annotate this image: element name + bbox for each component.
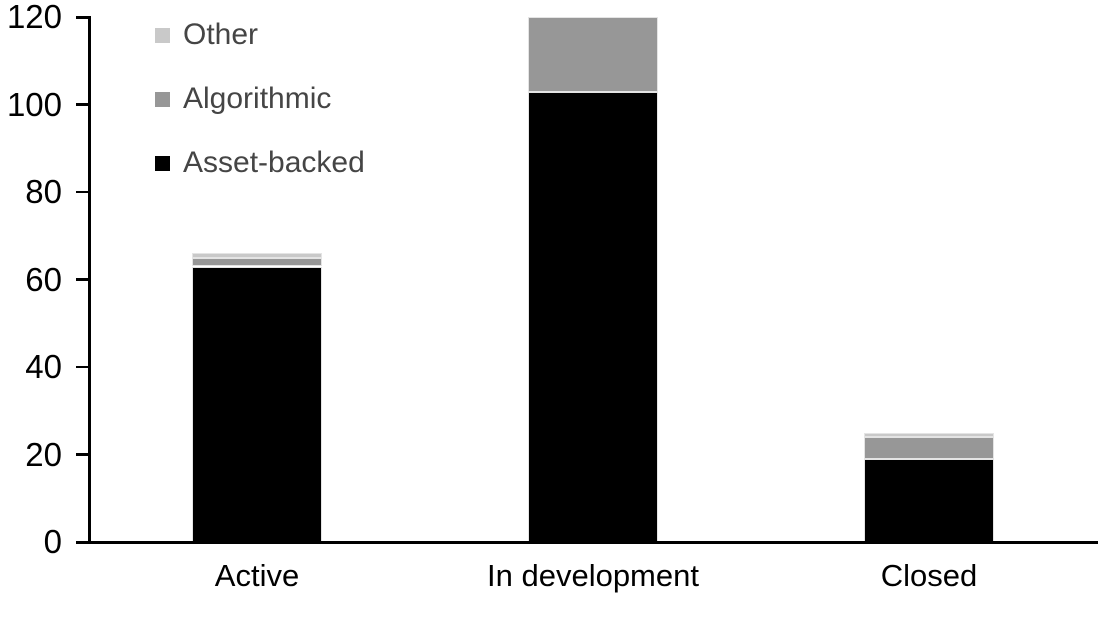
y-axis-tick-label: 60: [25, 260, 62, 298]
y-axis-tick: [76, 103, 89, 106]
y-axis-tick-label: 120: [6, 0, 62, 36]
bar-segment-asset-backed-closed: [864, 458, 994, 542]
x-axis-category-label: Active: [214, 558, 300, 593]
legend-swatch-icon: [155, 27, 170, 43]
legend-item-algorithmic: Algorithmic: [155, 84, 365, 114]
bar-segment-algorithmic-active: [192, 257, 322, 267]
x-axis-category-label: Closed: [880, 558, 978, 593]
y-axis-tick: [76, 16, 89, 19]
bar-segment-algorithmic-closed: [864, 437, 994, 459]
y-axis-tick-label: 80: [25, 173, 62, 211]
y-axis-tick: [76, 453, 89, 456]
bar-segment-algorithmic-in-development: [528, 17, 658, 92]
bar-segment-asset-backed-in-development: [528, 91, 658, 542]
legend-item-other: Other: [155, 20, 365, 50]
legend-swatch-icon: [155, 155, 170, 171]
legend-swatch-icon: [155, 91, 170, 107]
y-axis-tick: [76, 278, 89, 281]
legend-item-asset-backed: Asset-backed: [155, 148, 365, 178]
y-axis-tick-label: 100: [6, 85, 62, 123]
bar-segment-other-closed: [864, 432, 994, 438]
x-axis-category-label: In development: [487, 558, 699, 593]
y-axis-tick: [76, 190, 89, 194]
x-axis-line: [76, 540, 1098, 544]
legend-label: Algorithmic: [183, 82, 332, 115]
bar-segment-other-active: [192, 253, 322, 258]
legend-label: Asset-backed: [183, 146, 365, 179]
y-axis-tick: [76, 540, 89, 544]
chart-legend: Other Algorithmic Asset-backed: [155, 20, 365, 212]
y-axis-tick-label: 40: [25, 348, 62, 386]
legend-label: Other: [183, 18, 259, 51]
y-axis-tick-label: 20: [25, 435, 62, 473]
y-axis-tick-label: 0: [43, 523, 62, 560]
y-axis-line: [88, 16, 91, 544]
bar-segment-asset-backed-active: [192, 266, 322, 542]
y-axis-tick: [76, 365, 89, 369]
